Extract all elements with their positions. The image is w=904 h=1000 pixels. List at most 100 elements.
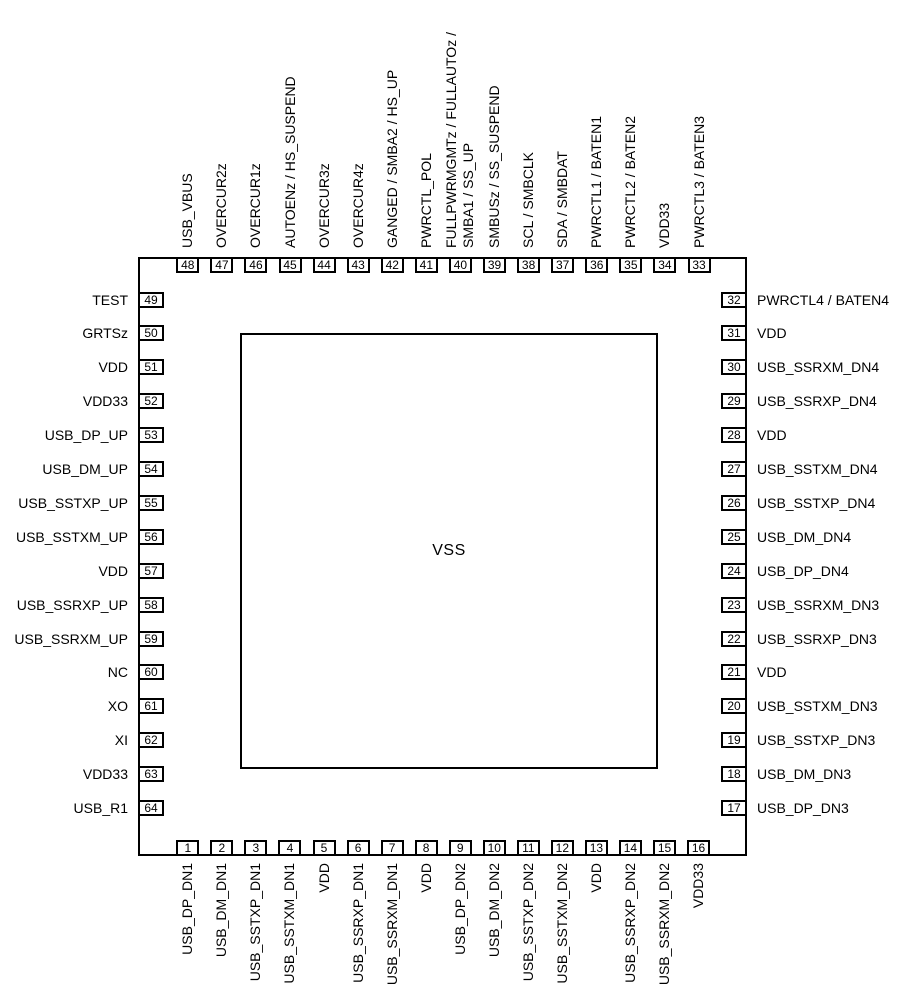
pin-53-label: USB_DP_UP	[44, 427, 128, 444]
pin-13-label: VDD	[587, 863, 604, 893]
pin-30-label: USB_SSRXM_DN4	[757, 359, 880, 376]
pin-27: 27	[721, 461, 747, 477]
pin-5-label: VDD	[315, 863, 332, 893]
pin-17: 17	[721, 800, 747, 816]
pin-59-label: USB_SSRXM_UP	[14, 630, 128, 647]
pin-62-label: XI	[114, 732, 128, 749]
pin-20: 20	[721, 698, 747, 715]
pin-11-label: USB_SSTXP_DN2	[519, 863, 536, 982]
pin-22-label: USB_SSRXP_DN3	[757, 630, 877, 647]
pin-25: 25	[721, 528, 747, 545]
pin-32: 32	[721, 291, 747, 308]
pin-40-label: FULLPWRMGMTz / FULLAUTOz / SMBA1 / SS_UP	[443, 32, 477, 248]
pin-42: 42	[380, 257, 404, 273]
pin-44: 44	[312, 257, 336, 273]
pin-3-label: USB_SSTXP_DN1	[247, 863, 264, 982]
pin-47: 47	[210, 257, 234, 273]
pin-19-label: USB_SSTXP_DN3	[757, 732, 876, 749]
pin-35: 35	[619, 257, 643, 273]
pin-15-label: USB_SSRXM_DN2	[656, 863, 672, 986]
pin-29-label: USB_SSRXP_DN4	[757, 393, 877, 410]
pin-25-label: USB_DM_DN4	[757, 528, 852, 545]
pin-36: 36	[585, 257, 609, 273]
pin-10: 10	[482, 840, 506, 856]
pin-55: 55	[138, 494, 164, 511]
pin-49-label: TEST	[92, 291, 128, 308]
pin-15: 15	[653, 840, 676, 856]
pin-6: 6	[346, 840, 370, 856]
pin-39: 39	[483, 257, 507, 273]
pin-23: 23	[721, 596, 747, 613]
pin-41-label: PWRCTL_POL	[417, 153, 434, 248]
pin-62: 62	[138, 732, 164, 749]
pin-47-label: OVERCUR2z	[213, 163, 230, 248]
pin-64-label: USB_R1	[73, 800, 128, 816]
pin-57: 57	[138, 562, 164, 579]
pin-9-label: USB_DP_DN2	[451, 863, 468, 955]
pin-32-label: PWRCTL4 / BATEN4	[757, 291, 889, 308]
pin-14: 14	[618, 840, 642, 856]
pin-14-label: USB_SSRXP_DN2	[621, 863, 638, 983]
pin-56: 56	[138, 528, 164, 545]
pin-59: 59	[138, 630, 164, 647]
pin-2-label: USB_DM_DN1	[213, 863, 230, 958]
pin-64: 64	[138, 800, 164, 816]
pin-46: 46	[244, 257, 268, 273]
pin-63-label: VDD33	[82, 766, 128, 783]
pin-39-label: SMBUSz / SS_SUSPEND	[486, 85, 503, 248]
pin-1-label: USB_DP_DN1	[179, 863, 196, 955]
pin-18-label: USB_DM_DN3	[757, 766, 852, 783]
pin-54-label: USB_DM_UP	[42, 461, 128, 477]
pin-19: 19	[721, 732, 747, 749]
pin-44-label: OVERCUR3z	[315, 163, 332, 248]
pin-57-label: VDD	[98, 562, 128, 579]
pin-48-label: USB_VBUS	[179, 173, 196, 248]
pin-2: 2	[210, 840, 234, 856]
pin-20-label: USB_SSTXM_DN3	[757, 698, 878, 715]
pin-35-label: PWRCTL2 / BATEN2	[622, 116, 639, 248]
pin-16-label: VDD33	[690, 863, 707, 909]
pin-42-label: GANGED / SMBA2 / HS_UP	[383, 69, 400, 248]
pin-51: 51	[138, 359, 164, 376]
pin-40: 40	[448, 257, 472, 273]
pin-8: 8	[414, 840, 438, 856]
pin-31-label: VDD	[757, 325, 787, 342]
pin-9: 9	[448, 840, 472, 856]
pin-26: 26	[721, 494, 747, 511]
pin-3: 3	[244, 840, 268, 856]
pin-30: 30	[721, 359, 747, 376]
pin-38-label: SCL / SMBCLK	[520, 152, 537, 248]
pin-38: 38	[517, 257, 541, 273]
pin-21-label: VDD	[757, 664, 787, 681]
pin-7-label: USB_SSRXM_DN1	[383, 863, 400, 986]
pin-8-label: VDD	[417, 863, 434, 893]
pin-36-label: PWRCTL1 / BATEN1	[588, 116, 605, 248]
pin-49: 49	[138, 291, 164, 308]
pin-50: 50	[138, 325, 164, 342]
pin-5: 5	[312, 840, 336, 856]
pin-12: 12	[550, 840, 574, 856]
pin-63: 63	[138, 766, 164, 783]
pin-4: 4	[278, 840, 302, 856]
pin-33: 33	[687, 257, 711, 273]
pin-11: 11	[516, 840, 540, 856]
pin-53: 53	[138, 427, 164, 444]
pin-28: 28	[721, 427, 747, 444]
pin-37-label: SDA / SMBDAT	[554, 151, 571, 248]
pin-24: 24	[721, 562, 747, 579]
pin-16: 16	[687, 840, 711, 856]
pin-54: 54	[138, 461, 164, 477]
pin-48: 48	[176, 257, 200, 273]
pin-34-label: VDD33	[656, 202, 673, 248]
pin-60-label: NC	[107, 664, 128, 681]
pin-27-label: USB_SSTXM_DN4	[757, 461, 878, 477]
pin-60: 60	[138, 664, 164, 681]
pin-7: 7	[380, 840, 404, 856]
pin-55-label: USB_SSTXP_UP	[18, 494, 128, 511]
pin-37: 37	[551, 257, 575, 273]
pin-21: 21	[721, 664, 747, 681]
thermal-pad-label: VSS	[432, 542, 466, 559]
pin-28-label: VDD	[757, 427, 787, 444]
pin-43-label: OVERCUR4z	[349, 163, 366, 248]
pin-6-label: USB_SSRXP_DN1	[349, 863, 366, 983]
